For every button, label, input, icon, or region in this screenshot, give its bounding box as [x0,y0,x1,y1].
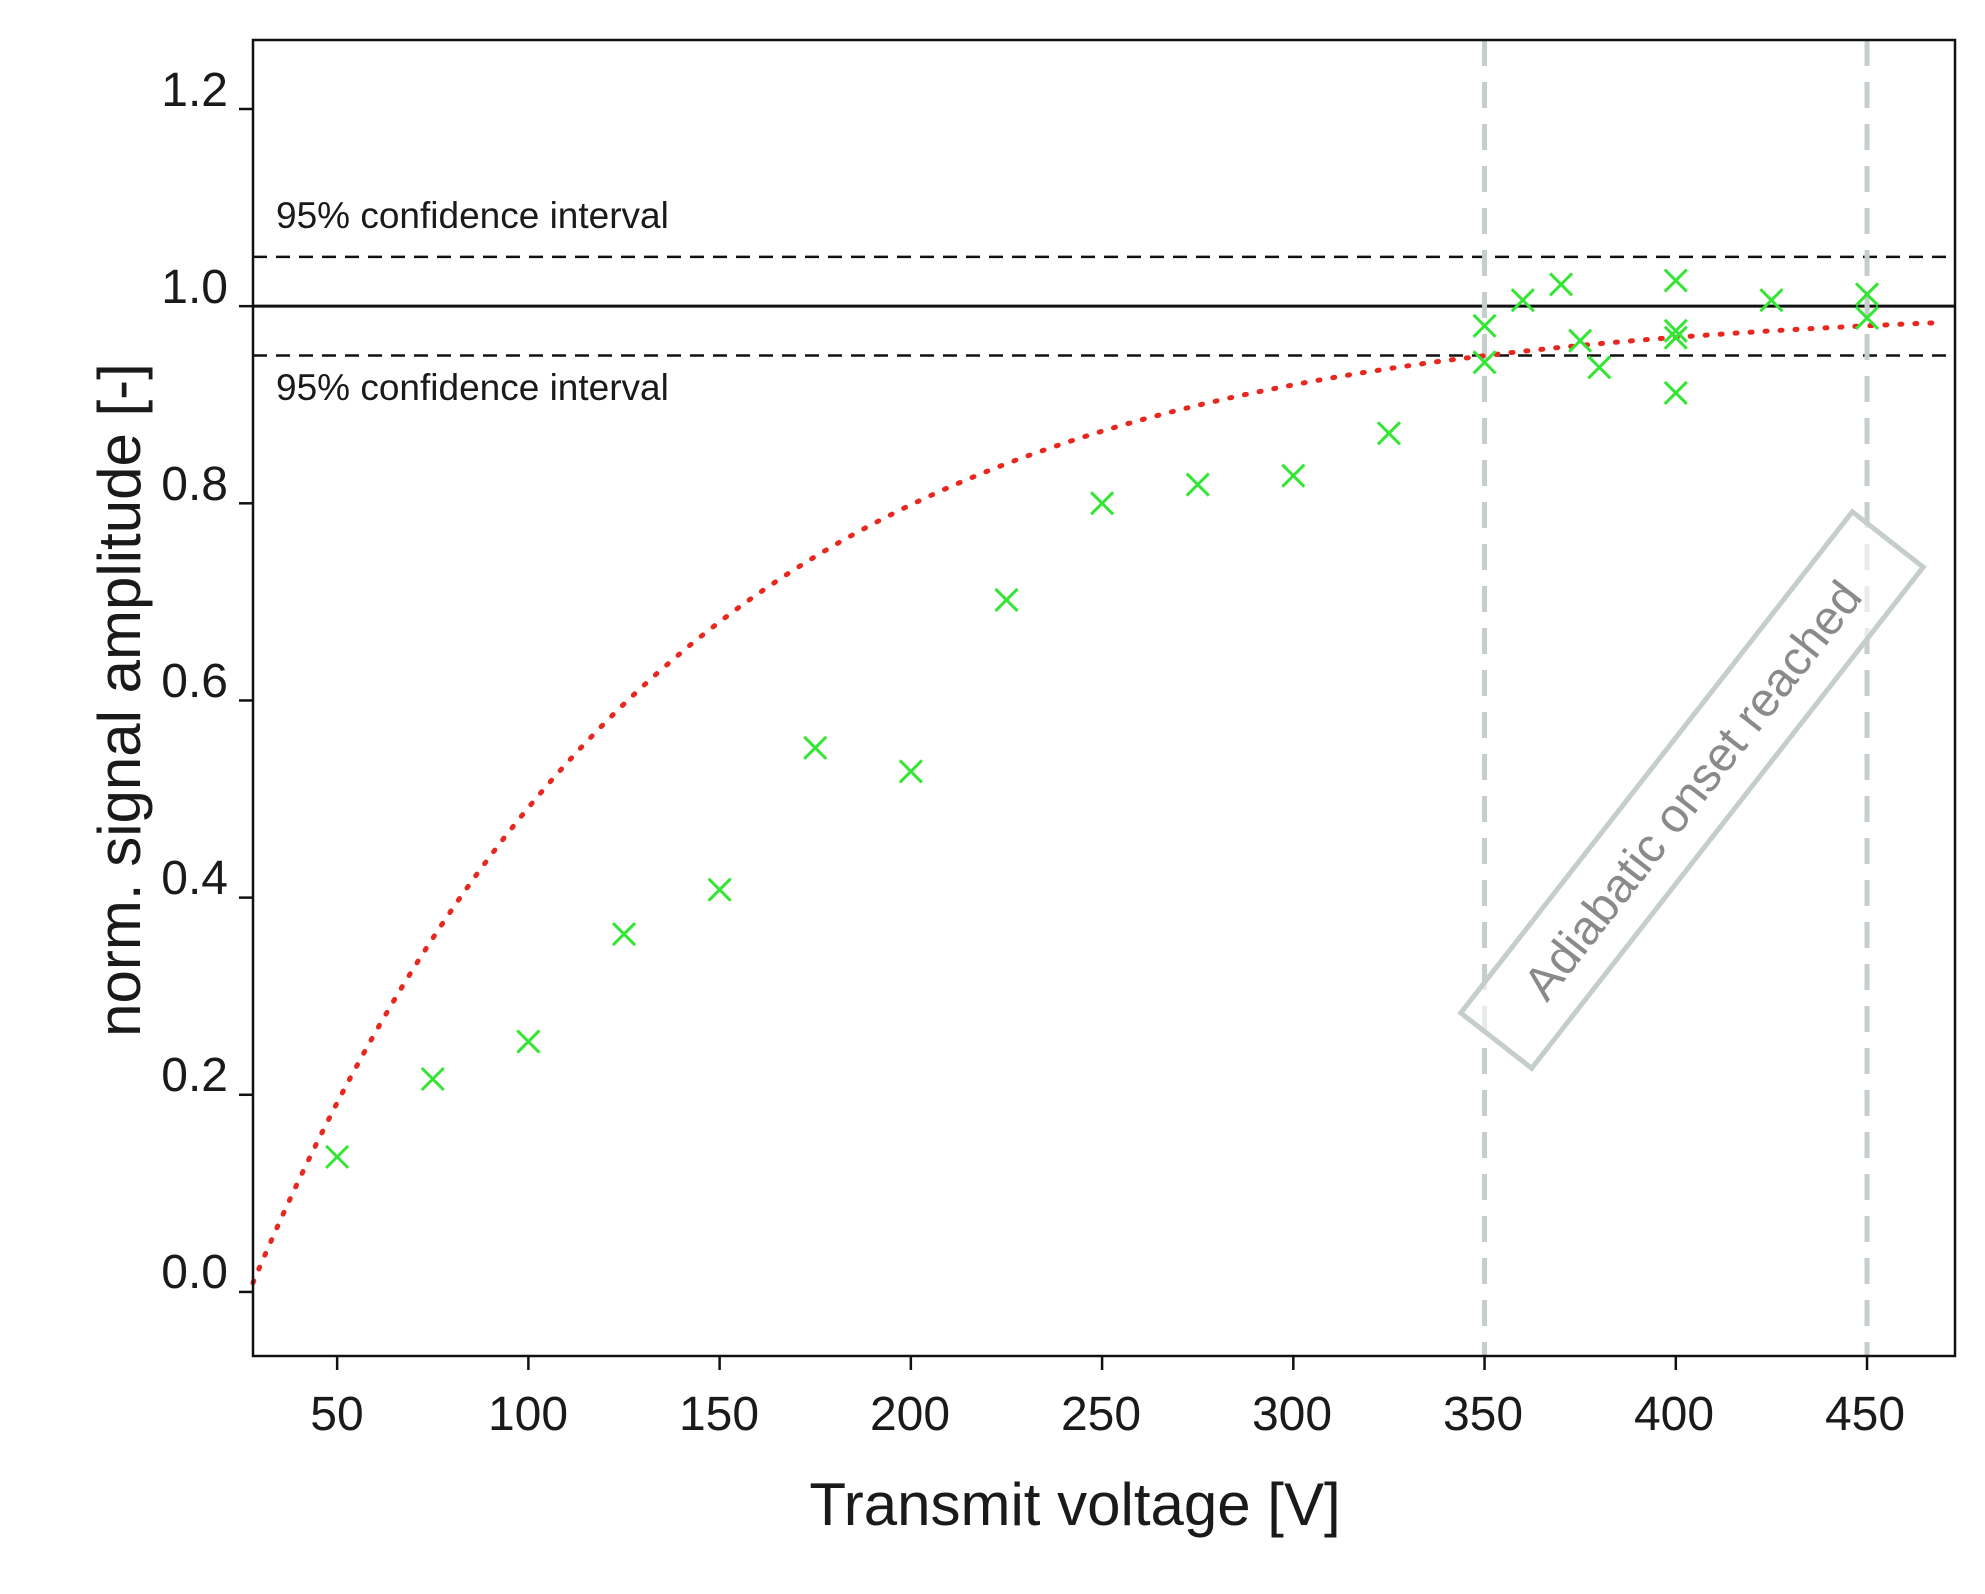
data-point [1663,268,1688,293]
data-point [420,1066,445,1092]
fit-curve [250,320,1946,1286]
data-point-stroke [1510,288,1535,313]
data-point-stroke [1090,491,1115,516]
data-point-stroke [1281,463,1306,488]
reference-lines [253,40,1955,1356]
data-points-layer [325,268,1880,1169]
data-point [1281,463,1306,488]
data-point [1663,325,1688,350]
y-tick-label: 0.0 [161,1246,228,1299]
y-tick-label: 0.6 [161,655,228,708]
x-tick-label: 450 [1825,1388,1905,1441]
data-point-stroke [516,1029,541,1054]
data-point-stroke [707,877,732,902]
x-tick-label: 50 [310,1388,363,1441]
data-point [1376,421,1402,446]
data-point-stroke [1548,272,1574,297]
fit-curve-layer [250,320,1946,1286]
data-point [611,922,637,947]
data-point-stroke [1663,325,1688,350]
y-tick-label: 0.8 [161,458,228,511]
ci-upper-label: 95% confidence interval [276,195,669,236]
data-point-stroke [1663,268,1688,293]
data-point [1090,491,1115,516]
plot-frame [251,38,1957,1358]
data-point-stroke [1568,328,1593,353]
y-tick-label: 0.2 [161,1049,228,1102]
data-point-stroke [1663,380,1688,405]
x-tick-label: 100 [488,1388,568,1441]
data-point-stroke [994,587,1019,612]
data-point [994,587,1019,612]
x-tick-label: 350 [1443,1388,1523,1441]
data-point-stroke [611,922,637,947]
x-axis-title: Transmit voltage [V] [809,1471,1340,1538]
data-point-stroke [1854,282,1880,307]
data-point [1472,350,1497,375]
data-point [1854,305,1880,331]
data-point-stroke [1376,421,1402,446]
x-tick-label: 400 [1634,1388,1714,1441]
data-point [1548,272,1574,297]
x-tick-labels: 50 100 150 200 250 300 350 400 450 [310,1388,1905,1441]
y-tick-label: 1.2 [161,64,228,117]
data-point [1663,380,1688,405]
data-point-stroke [1472,313,1497,338]
data-point [1185,472,1210,497]
data-point-stroke [325,1144,350,1169]
x-tick-label: 200 [870,1388,950,1441]
axis-ticks [239,107,1869,1370]
y-axis-title: norm. signal amplitude [-] [86,363,153,1037]
data-point [1663,318,1688,343]
data-point-stroke [1663,318,1688,343]
data-point-stroke [420,1066,445,1092]
onset-annotation-box [1457,508,1927,1072]
data-point [1587,355,1612,380]
y-tick-label: 1.0 [161,261,228,314]
data-point [1568,328,1593,353]
data-point-stroke [1472,350,1497,375]
data-point [707,877,732,902]
data-point [325,1144,350,1169]
data-point [898,759,923,784]
data-point [1854,282,1880,307]
data-point-stroke [1185,472,1210,497]
data-point [1472,313,1497,338]
x-tick-label: 150 [679,1388,759,1441]
ci-lower-label: 95% confidence interval [276,367,669,408]
data-point [1759,288,1784,313]
y-tick-labels: 0.0 0.2 0.4 0.6 0.8 1.0 1.2 [161,64,228,1299]
x-tick-label: 250 [1061,1388,1141,1441]
x-tick-label: 300 [1252,1388,1332,1441]
data-point-stroke [1759,288,1784,313]
data-point [1510,288,1535,313]
data-point-stroke [803,735,828,760]
data-point [516,1029,541,1054]
y-tick-label: 0.4 [161,852,228,905]
data-point-stroke [1854,305,1880,331]
data-point-stroke [1587,355,1612,380]
data-point [803,735,828,760]
data-point-stroke [898,759,923,784]
